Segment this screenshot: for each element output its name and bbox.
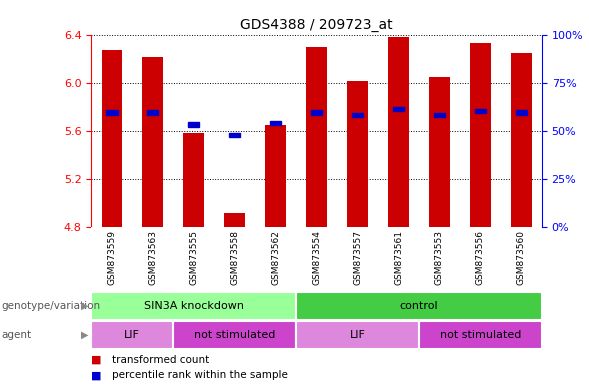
Bar: [348, 81, 368, 227]
Bar: [306, 46, 327, 227]
Title: GDS4388 / 209723_at: GDS4388 / 209723_at: [240, 18, 393, 32]
Text: genotype/variation: genotype/variation: [1, 301, 100, 311]
Text: ■: ■: [91, 370, 102, 381]
Text: transformed count: transformed count: [112, 355, 209, 365]
Bar: [91, 293, 296, 320]
Text: LIF: LIF: [350, 330, 366, 340]
Text: agent: agent: [1, 330, 31, 340]
Bar: [429, 76, 450, 227]
Text: not stimulated: not stimulated: [440, 330, 521, 340]
Bar: [311, 111, 322, 115]
Text: SIN3A knockdown: SIN3A knockdown: [144, 301, 244, 311]
Bar: [143, 57, 163, 227]
Text: GSM873559: GSM873559: [107, 230, 116, 285]
Bar: [266, 124, 286, 227]
Bar: [147, 111, 158, 115]
Text: GSM873561: GSM873561: [394, 230, 403, 285]
Bar: [296, 293, 542, 320]
Bar: [419, 321, 542, 349]
Bar: [393, 107, 404, 111]
Text: GSM873555: GSM873555: [189, 230, 198, 285]
Text: GSM873558: GSM873558: [230, 230, 239, 285]
Bar: [470, 43, 491, 227]
Bar: [270, 121, 282, 126]
Bar: [434, 113, 445, 117]
Text: GSM873557: GSM873557: [353, 230, 362, 285]
Bar: [224, 214, 245, 227]
Bar: [352, 113, 363, 117]
Text: GSM873556: GSM873556: [476, 230, 485, 285]
Text: GSM873562: GSM873562: [271, 230, 280, 285]
Bar: [388, 37, 409, 227]
Text: GSM873563: GSM873563: [148, 230, 157, 285]
Bar: [296, 321, 419, 349]
Bar: [511, 53, 532, 227]
Text: ▶: ▶: [81, 330, 88, 340]
Text: not stimulated: not stimulated: [194, 330, 275, 340]
Bar: [101, 50, 122, 227]
Bar: [475, 109, 486, 113]
Text: GSM873554: GSM873554: [312, 230, 321, 285]
Text: percentile rank within the sample: percentile rank within the sample: [112, 370, 288, 381]
Text: GSM873560: GSM873560: [517, 230, 526, 285]
Bar: [173, 321, 296, 349]
Text: GSM873553: GSM873553: [435, 230, 444, 285]
Bar: [106, 111, 118, 115]
Bar: [229, 133, 240, 137]
Bar: [183, 133, 204, 227]
Text: ▶: ▶: [81, 301, 88, 311]
Bar: [515, 111, 527, 115]
Text: control: control: [400, 301, 438, 311]
Text: ■: ■: [91, 355, 102, 365]
Bar: [188, 122, 200, 127]
Text: LIF: LIF: [124, 330, 140, 340]
Bar: [91, 321, 173, 349]
